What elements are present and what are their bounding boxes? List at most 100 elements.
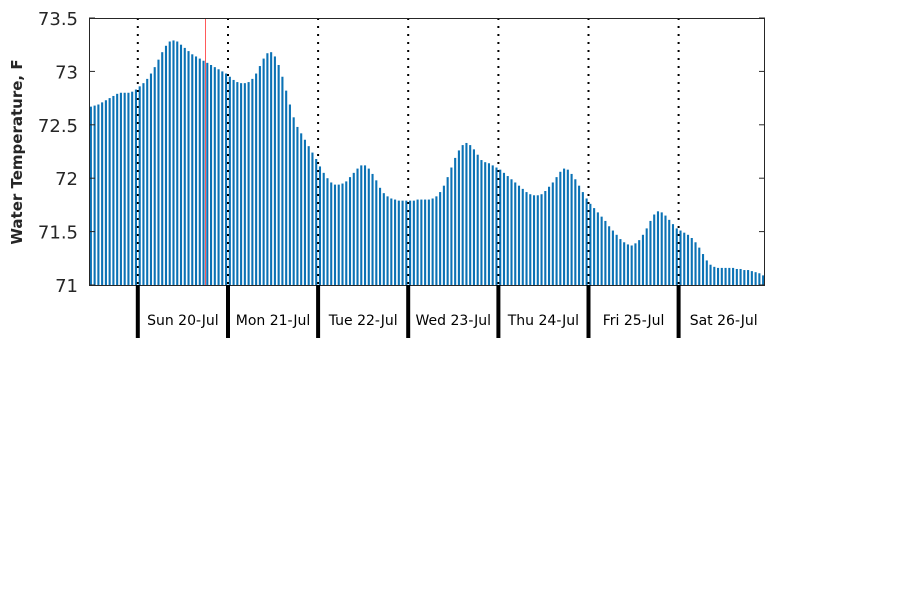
bar [705, 260, 708, 285]
bar [146, 78, 149, 285]
bar [735, 268, 738, 285]
bar [194, 56, 198, 286]
bar [634, 243, 637, 285]
bar [739, 268, 742, 285]
bar [454, 157, 457, 285]
y-tick-label: 72.5 [38, 116, 78, 137]
plot-frame [89, 18, 765, 286]
bar [187, 51, 190, 285]
bar [476, 154, 479, 285]
bar [240, 83, 243, 286]
bar [97, 104, 100, 285]
bar [701, 254, 705, 285]
bar [623, 242, 626, 285]
bar [615, 234, 618, 285]
bar [431, 198, 434, 285]
y-tick-label: 71.5 [38, 223, 78, 244]
bar [288, 104, 291, 285]
bar [247, 82, 250, 285]
bar [469, 145, 472, 285]
bar [198, 58, 201, 285]
bar [653, 214, 656, 285]
bar [502, 172, 506, 285]
bar [386, 196, 389, 285]
bar [127, 92, 130, 285]
bar [206, 62, 209, 285]
bar [270, 52, 273, 286]
bar [750, 271, 753, 285]
bar [168, 41, 171, 285]
day-label: Sat 26-Jul [690, 313, 758, 329]
bar [401, 200, 404, 285]
bar [390, 198, 393, 285]
bar [258, 66, 261, 285]
bar [442, 185, 445, 285]
bar [348, 177, 352, 285]
bar [416, 199, 419, 285]
bar [356, 168, 359, 285]
bar [743, 270, 746, 285]
bar [675, 228, 678, 285]
bar [694, 242, 697, 285]
bar [164, 45, 168, 285]
bar [720, 267, 723, 285]
bar [578, 185, 581, 285]
bar [394, 199, 397, 285]
bar [311, 152, 314, 285]
bar [255, 73, 258, 285]
bar [593, 208, 596, 285]
bar [600, 216, 603, 285]
bar [732, 267, 735, 285]
bar [281, 76, 284, 286]
bar [664, 215, 667, 285]
bar [649, 220, 652, 285]
bar [724, 267, 727, 285]
bar [318, 166, 322, 285]
bar [210, 64, 213, 286]
bar [101, 102, 104, 286]
bar [375, 180, 378, 285]
bar [273, 56, 276, 286]
bar [285, 90, 288, 286]
bar [491, 165, 494, 285]
bar [116, 93, 119, 285]
bar [713, 266, 716, 285]
bar [262, 58, 265, 285]
bar [183, 47, 186, 286]
bar [292, 117, 295, 285]
bar [176, 41, 179, 285]
bar [172, 40, 175, 286]
bar [758, 273, 761, 285]
bar [495, 167, 498, 285]
bar [157, 59, 160, 286]
bar [424, 199, 427, 285]
bar [296, 126, 299, 285]
bar [596, 212, 599, 285]
bar [412, 200, 415, 285]
bar [232, 79, 235, 285]
bar [435, 196, 438, 285]
bar [217, 69, 220, 285]
bar [134, 89, 137, 285]
bar [619, 239, 622, 285]
bar-series [89, 40, 765, 286]
bar [585, 198, 588, 285]
bar [461, 145, 464, 285]
bar [683, 232, 686, 285]
bar [570, 173, 573, 285]
bar [608, 226, 611, 285]
bar [142, 83, 145, 286]
bar [709, 264, 712, 285]
bar [202, 60, 205, 285]
bar [307, 146, 310, 285]
bar [544, 191, 547, 285]
bar [352, 172, 355, 285]
bar [717, 267, 720, 285]
bar [747, 270, 750, 285]
bar [123, 92, 126, 285]
bar [333, 184, 337, 285]
bar [131, 91, 134, 285]
y-tick-label: 73.5 [38, 9, 78, 30]
bar [559, 171, 562, 285]
bar [405, 200, 408, 285]
